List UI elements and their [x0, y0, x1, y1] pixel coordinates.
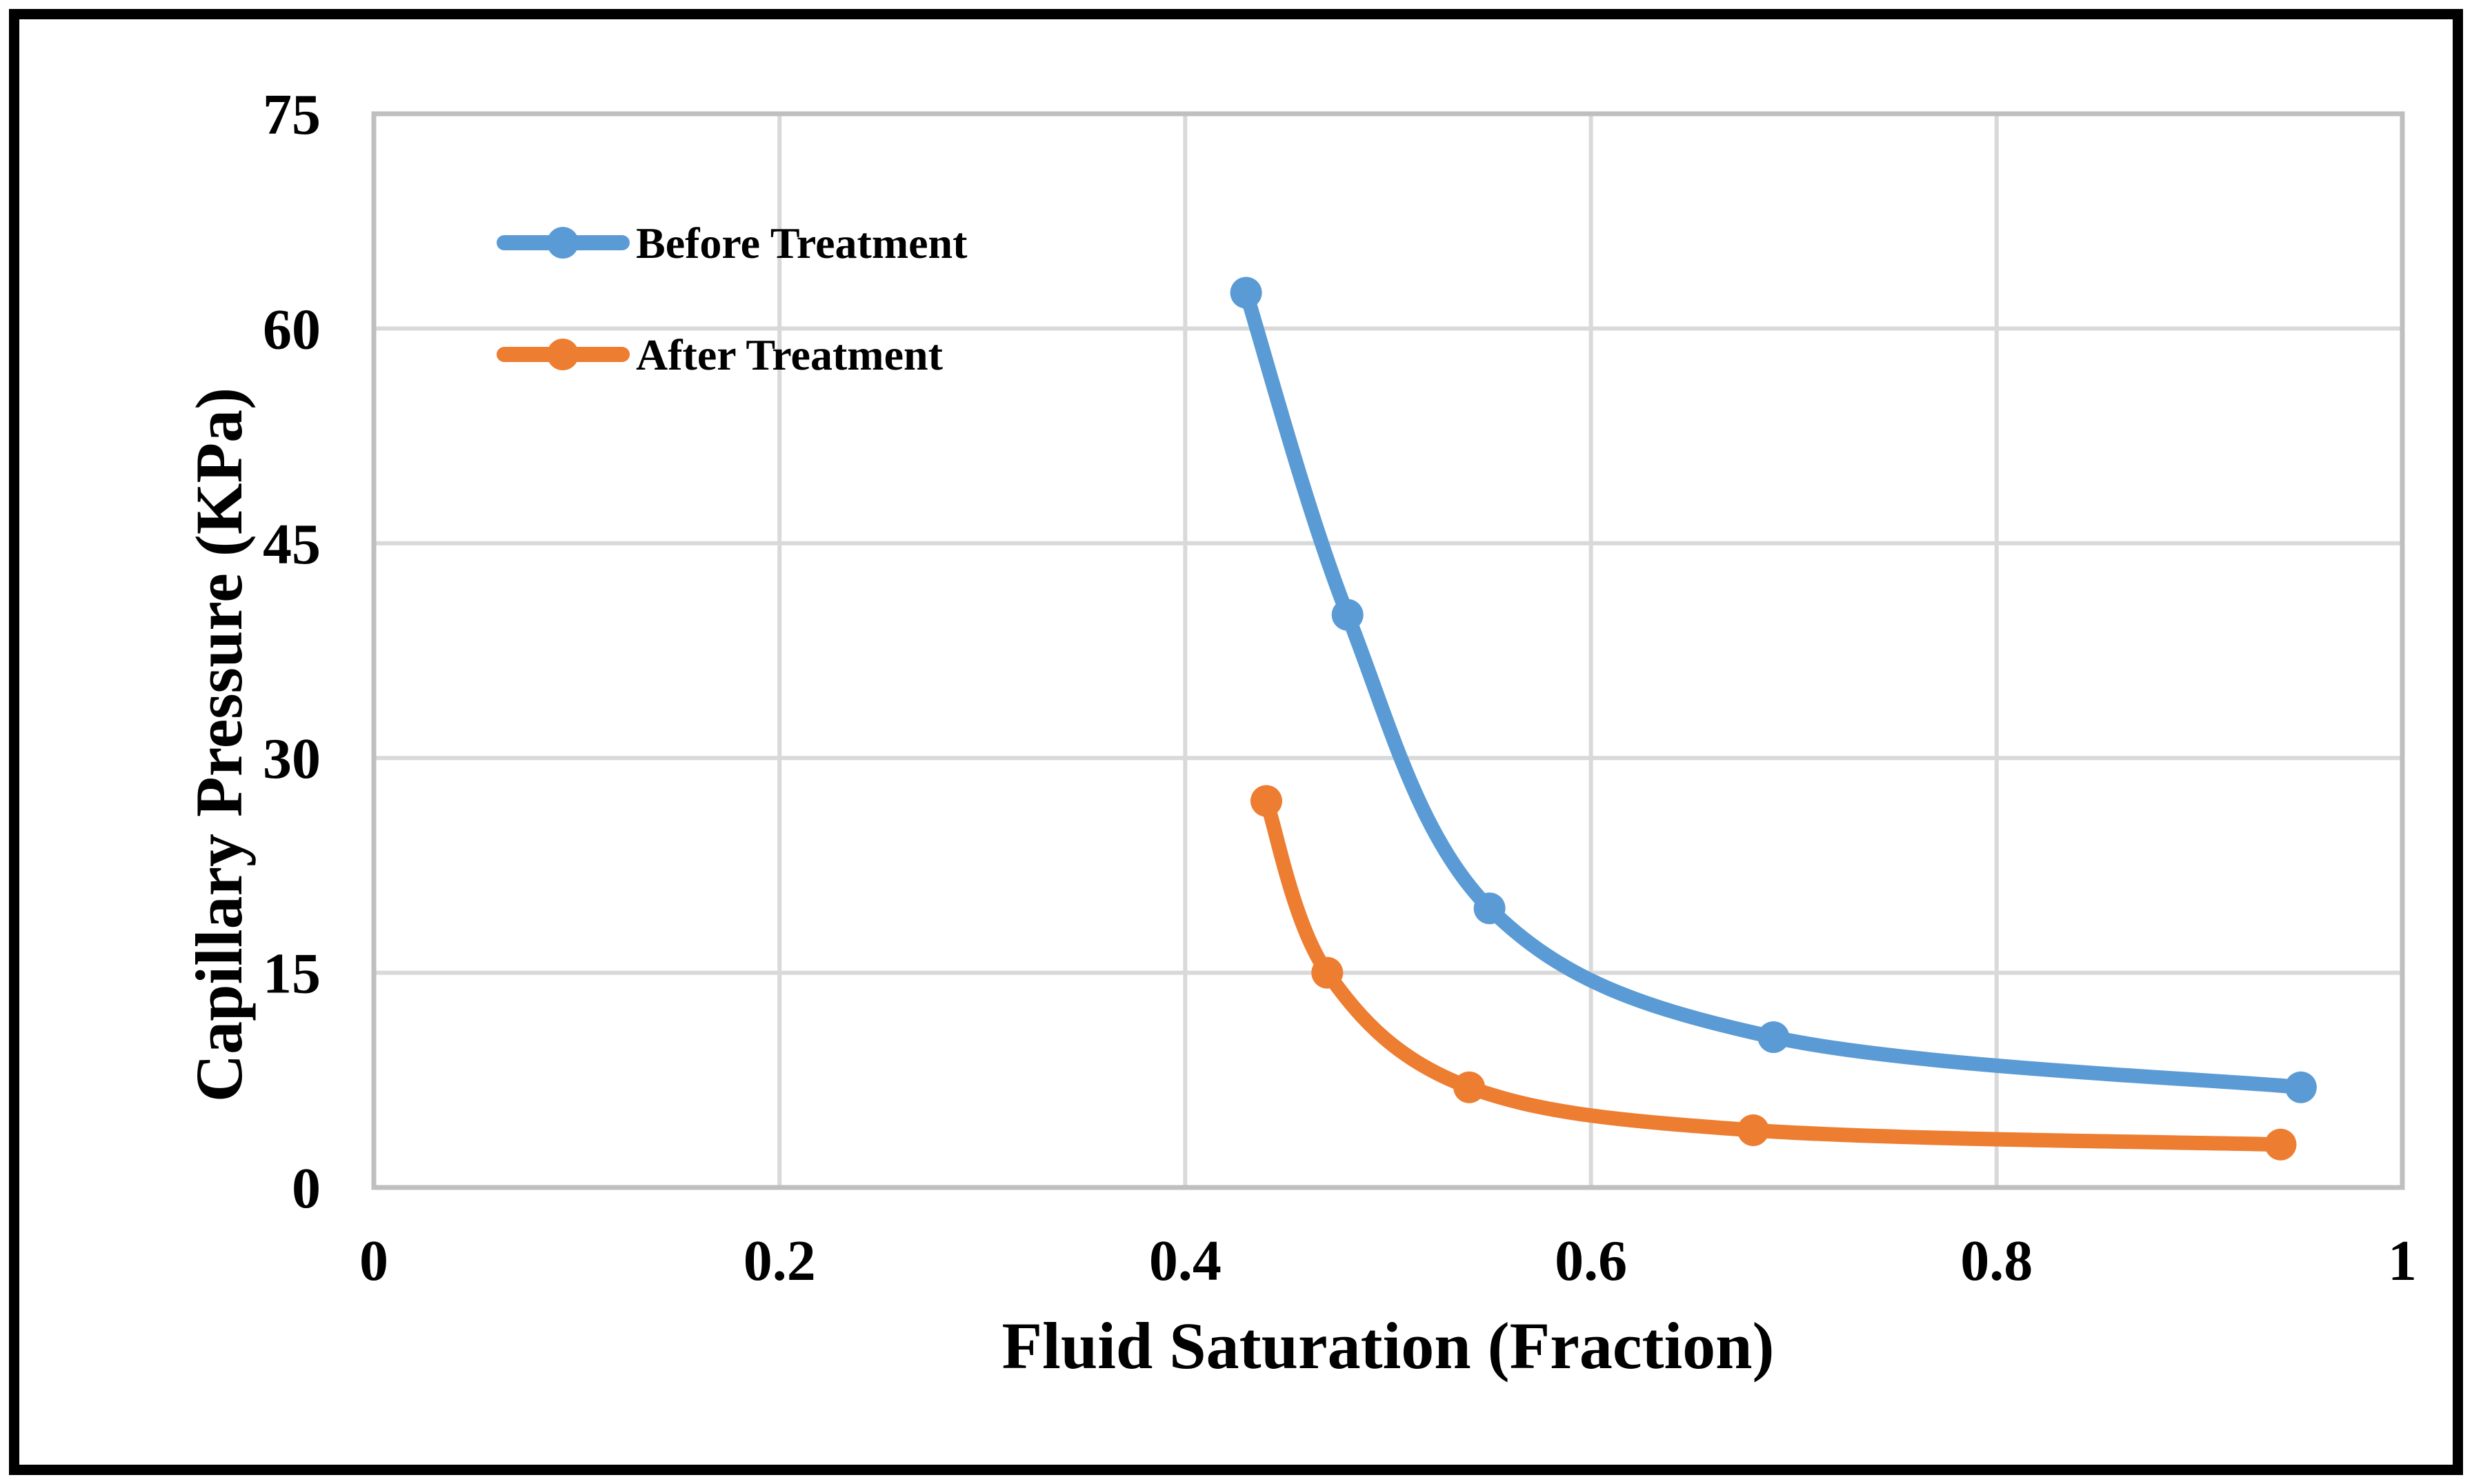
y-tick-label: 45: [263, 512, 321, 576]
y-tick-label: 75: [263, 83, 321, 147]
data-point-marker-after-treatment: [1737, 1114, 1769, 1146]
data-point-marker-before-treatment: [1331, 599, 1364, 631]
x-tick-label: 0.8: [1960, 1229, 2033, 1293]
x-tick-label: 1: [2388, 1229, 2417, 1293]
x-tick-label: 0.6: [1555, 1229, 1627, 1293]
y-tick-label: 60: [263, 297, 321, 361]
y-tick-label: 0: [292, 1156, 321, 1221]
legend-label-after-treatment: After Treatment: [636, 330, 944, 379]
y-tick-label: 30: [263, 727, 321, 791]
data-point-marker-before-treatment: [2284, 1071, 2317, 1103]
x-tick-label: 0.4: [1149, 1229, 1222, 1293]
y-axis-title: Capillary Pressure (KPa): [182, 387, 256, 1103]
data-point-marker-before-treatment: [1230, 277, 1262, 309]
data-point-marker-after-treatment: [1311, 956, 1344, 989]
data-point-marker-after-treatment: [1453, 1071, 1486, 1103]
x-tick-label: 0: [359, 1229, 388, 1293]
legend-label-before-treatment: Before Treatment: [636, 219, 968, 268]
data-point-marker-after-treatment: [2264, 1128, 2297, 1161]
series-line-before-treatment: [1239, 285, 2309, 1095]
data-point-marker-before-treatment: [1473, 892, 1506, 925]
series-line-after-treatment: [1259, 794, 2288, 1152]
plot-border: [371, 111, 2405, 1190]
data-point-marker-after-treatment: [1250, 785, 1282, 817]
legend-marker-before-treatment: [547, 227, 579, 259]
x-tick-label: 0.2: [744, 1229, 816, 1293]
x-axis-title: Fluid Saturation (Fraction): [1001, 1309, 1775, 1383]
legend-marker-after-treatment: [547, 339, 579, 370]
y-tick-label: 15: [263, 942, 321, 1006]
data-point-marker-before-treatment: [1757, 1021, 1790, 1053]
